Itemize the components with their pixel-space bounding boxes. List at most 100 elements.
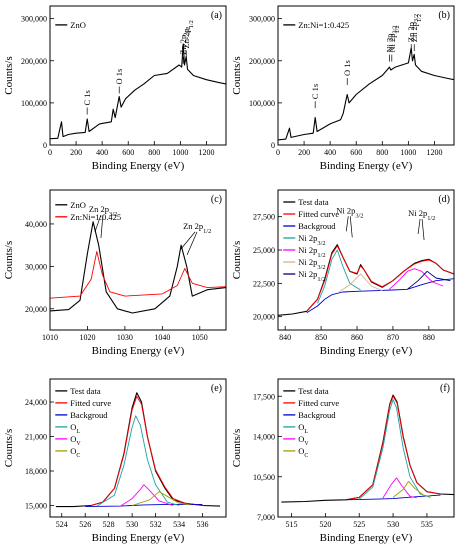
series-group — [278, 244, 454, 316]
x-tick-label: 1050 — [192, 333, 208, 342]
x-tick-label: 525 — [353, 520, 365, 529]
legend-entry: Test data — [70, 386, 101, 396]
x-tick-label: 400 — [96, 148, 108, 157]
legend-entry: Test data — [298, 386, 329, 396]
x-tick-label: 0 — [48, 148, 52, 157]
series-line-spectrum — [278, 47, 454, 141]
series-line-fitted-curve — [345, 395, 441, 501]
annotation-arrow — [417, 218, 421, 235]
series-line-zno — [50, 221, 226, 314]
y-tick-label: 7,000 — [257, 513, 275, 522]
x-tick-label: 600 — [350, 148, 362, 157]
y-tick-label: 20,000 — [253, 313, 275, 322]
series-line-fitted-curve — [90, 395, 203, 506]
chart-panel-d: 840 850 860 870 880 20,000 22,500 25,000 27,500 B… — [231, 189, 455, 357]
plot-frame — [277, 189, 455, 331]
panel-label: (d) — [438, 194, 450, 205]
y-tick-label: 18,000 — [25, 467, 47, 476]
series-line-ni-2p1-2 — [407, 270, 451, 290]
x-tick-label: 535 — [421, 520, 433, 529]
y-tick-label: 100,000 — [249, 99, 275, 108]
legend: ZnO — [55, 20, 86, 30]
x-tick-label: 515 — [286, 520, 298, 529]
y-tick-label: 300,000 — [21, 15, 47, 24]
x-axis-label: Binding Energy (eV) — [92, 345, 185, 357]
annotation-arrow — [94, 214, 102, 233]
x-tick-label: 600 — [122, 148, 134, 157]
series-line-ni-2p3-2 — [338, 273, 383, 293]
chart-panel-f: 515 520 525 530 535 7,000 10,500 14,000 17,500 Bi… — [231, 378, 455, 544]
annotation-arrow — [421, 218, 425, 241]
x-tick-label: 800 — [148, 148, 160, 157]
legend-entry: OC — [70, 446, 80, 459]
chart-panel-e: 524 526 528 530 532 534 536 15,000 18,000 21,000 2… — [3, 378, 227, 544]
x-tick-label: 1000 — [400, 148, 416, 157]
x-tick-label: 1040 — [154, 333, 170, 342]
legend-entry: OL — [70, 422, 80, 435]
y-tick-label: 20,000 — [25, 305, 47, 314]
series-line-fitted-curve — [306, 245, 454, 312]
peak-annotation: Ni 2p1/2 — [408, 208, 435, 222]
legend-entry: OC — [298, 446, 308, 459]
x-tick-label: 532 — [150, 520, 162, 529]
series-line-spectrum — [50, 43, 226, 140]
x-tick-label: 850 — [315, 333, 327, 342]
x-tick-label: 536 — [197, 520, 209, 529]
series-line-backgroud — [345, 494, 441, 501]
legend-entry: OL — [298, 422, 308, 435]
x-axis-label: Binding Energy (eV) — [92, 160, 185, 172]
legend: ZnO Zn:Ni=1:0.425 — [55, 200, 121, 222]
y-tick-label: 25,000 — [253, 246, 275, 255]
legend-entry: Backgroud — [298, 221, 336, 231]
x-tick-label: 840 — [279, 333, 291, 342]
peak-annotation: Zn 2p1/2 — [409, 14, 423, 42]
y-tick-label: 17,500 — [253, 392, 275, 401]
x-axis-label: Binding Energy (eV) — [320, 160, 413, 172]
y-tick-label: 15,000 — [25, 502, 47, 511]
panel-label: (e) — [211, 383, 222, 394]
y-tick-label: 200,000 — [249, 57, 275, 66]
x-tick-label: 524 — [56, 520, 68, 529]
x-tick-label: 1030 — [117, 333, 133, 342]
x-tick-label: 528 — [103, 520, 115, 529]
annotation-arrow — [100, 214, 104, 238]
peak-annotation: Ni 2p3/2 — [336, 205, 363, 219]
plot-frame — [49, 189, 227, 331]
peak-annotation: O 1s — [342, 60, 352, 76]
y-axis-label: Counts/s — [3, 56, 15, 95]
plot-frame — [49, 378, 227, 518]
series-line-backgroud — [85, 503, 203, 508]
series-line-ni-2p3-2 — [317, 249, 361, 304]
x-tick-label: 1200 — [198, 148, 214, 157]
legend-entry: Zn:Ni=1:0.425 — [70, 212, 121, 222]
panel-label: (a) — [211, 10, 222, 21]
annotation-arrow — [345, 216, 349, 232]
x-axis-label: Binding Energy (eV) — [320, 532, 413, 544]
legend: Zn:Ni=1:0.425 — [283, 20, 349, 30]
y-tick-label: 0 — [43, 141, 47, 150]
chart-panel-a: 0 200 400 600 800 1000 1200 0 100,000 200,000 300,… — [3, 5, 227, 172]
series-line-backgroud — [306, 278, 454, 314]
legend-entry: ZnO — [70, 200, 86, 210]
series-line-ni-2p1-2 — [388, 268, 444, 290]
x-tick-label: 530 — [387, 520, 399, 529]
x-tick-label: 1020 — [79, 333, 95, 342]
x-tick-label: 534 — [173, 520, 185, 529]
y-tick-label: 27,500 — [253, 213, 275, 222]
legend-entry: Fitted curve — [298, 398, 339, 408]
legend-entry: Zn:Ni=1:0.425 — [298, 20, 349, 30]
y-axis-label: Counts/s — [231, 56, 243, 95]
y-tick-label: 40,000 — [25, 220, 47, 229]
x-tick-label: 0 — [276, 148, 280, 157]
x-tick-label: 400 — [324, 148, 336, 157]
chart-panel-c: 1010 1020 1030 1040 1050 20,000 30,000 40,000 Bi… — [3, 189, 227, 357]
series-line-ov — [120, 484, 174, 507]
x-tick-label: 530 — [126, 520, 138, 529]
peak-annotation: C 1s — [310, 84, 320, 99]
series-group — [281, 394, 454, 503]
legend-entry: Fitted curve — [298, 209, 339, 219]
y-tick-label: 24,000 — [25, 398, 47, 407]
